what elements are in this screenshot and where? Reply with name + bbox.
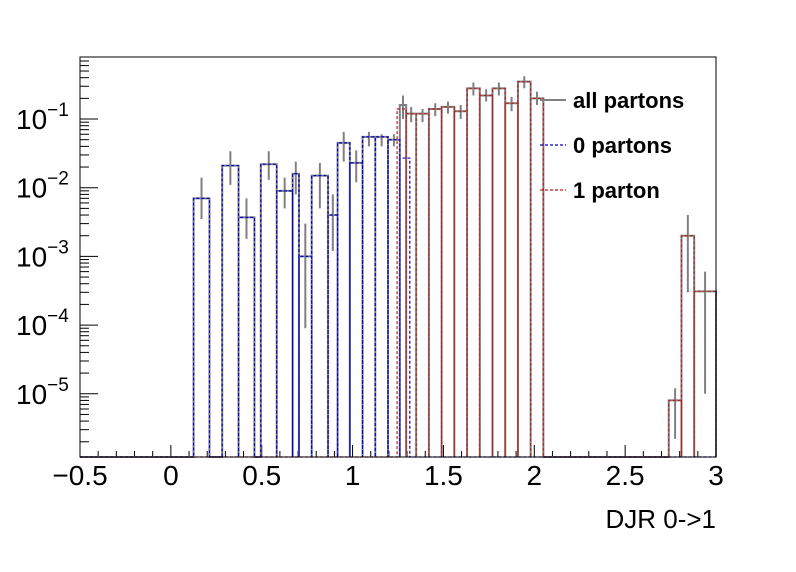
plot-border — [79, 56, 717, 458]
series-1-parton — [80, 81, 717, 458]
legend-label: 0 partons — [573, 133, 672, 158]
y-tick-label: 10−3 — [16, 237, 69, 272]
y-axis: 10−5 10−4 10−3 10−2 10−1 — [16, 56, 98, 443]
x-tick-label: 3 — [708, 460, 724, 491]
series-outline — [80, 136, 716, 458]
legend-label: 1 parton — [573, 178, 660, 203]
y-tick-label: 10−1 — [16, 100, 69, 135]
series-layer — [80, 76, 717, 458]
x-tick-label: −0.5 — [52, 460, 107, 491]
x-tick-label: 1.5 — [424, 460, 463, 491]
y-tick-label: 10−2 — [16, 169, 69, 204]
y-tick-label: 10−5 — [16, 375, 69, 410]
x-tick-label: 1 — [345, 460, 361, 491]
legend: all partons 0 partons 1 parton — [540, 88, 684, 203]
x-tick-label: 2 — [526, 460, 542, 491]
x-tick-label: 2.5 — [606, 460, 645, 491]
plot-frame — [79, 56, 717, 458]
series-0-partons — [80, 136, 716, 458]
x-tick-label: 0 — [163, 460, 179, 491]
x-axis-title: DJR 0->1 — [605, 504, 716, 534]
series-outline — [80, 81, 717, 458]
x-tick-label: 0.5 — [242, 460, 281, 491]
legend-label: all partons — [573, 88, 684, 113]
y-tick-label: 10−4 — [16, 306, 69, 341]
x-axis: −0.5 0 0.5 1 1.5 2 2.5 3 — [52, 445, 724, 491]
